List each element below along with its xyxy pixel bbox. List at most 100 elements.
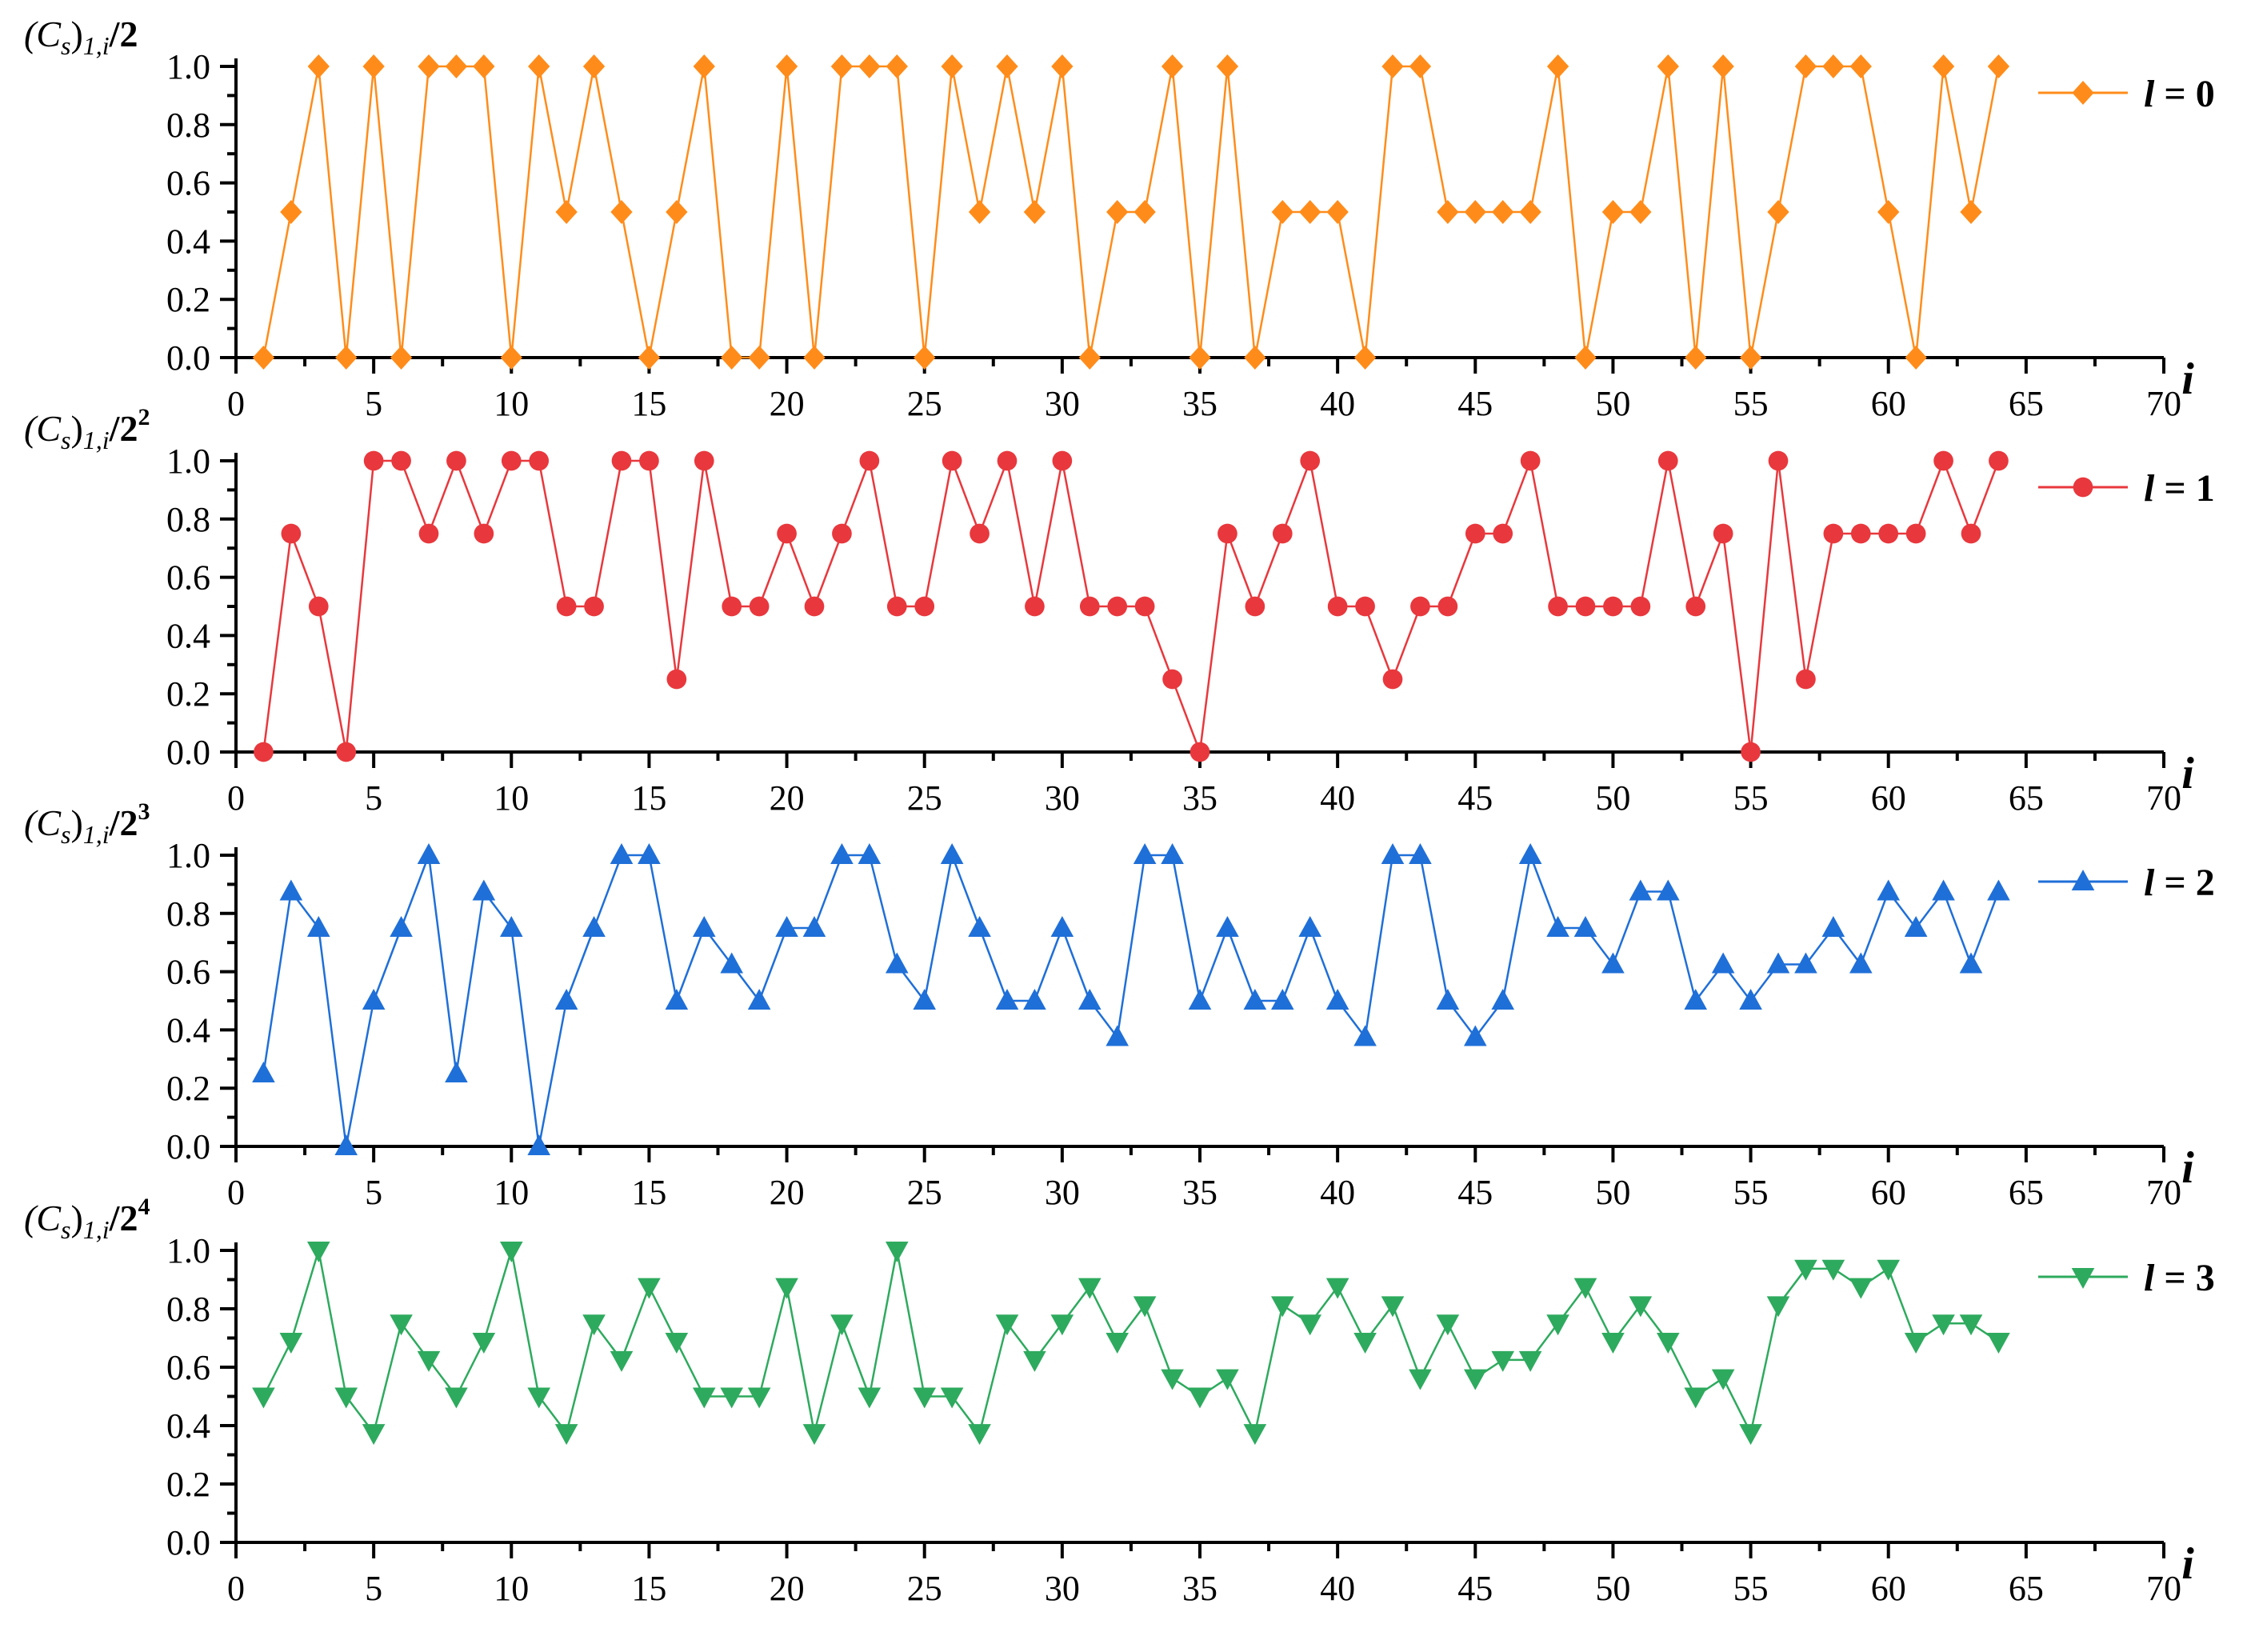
data-point [499, 1241, 523, 1262]
data-point [1436, 989, 1460, 1010]
panel-1: 0.0 0.2 0.4 0.6 0.8 1.0 0 5 10 15 20 25 30 35 40 45 50 55… [24, 14, 2215, 423]
x-tick-label: 45 [1457, 778, 1493, 818]
data-point [281, 523, 302, 544]
x-tick-label: 65 [2009, 384, 2044, 423]
x-tick-label: 0 [227, 1173, 245, 1212]
data-point [611, 450, 632, 471]
data-point [1959, 1314, 1983, 1336]
data-point [1794, 1259, 1817, 1281]
x-tick-label: 10 [494, 778, 529, 818]
data-point [804, 596, 825, 617]
data-point [1052, 450, 1073, 471]
x-tick-label: 20 [770, 384, 805, 423]
x-tick-label: 20 [770, 1569, 805, 1608]
data-point [1133, 200, 1156, 224]
x-tick-label: 10 [494, 1173, 529, 1212]
y-axis-title: (Cs)1,i/2 [24, 14, 138, 60]
data-point [1739, 989, 1762, 1010]
data-point [995, 989, 1019, 1010]
y-tick-label: 0.8 [166, 500, 210, 539]
legend-label: l = 2 [2144, 862, 2215, 904]
y-tick-label: 0.6 [166, 164, 210, 203]
data-point [1601, 200, 1625, 224]
data-point [1712, 54, 1734, 78]
data-point [1656, 1333, 1680, 1354]
data-point [362, 1424, 386, 1446]
data-point [775, 54, 798, 78]
y-tick-label: 0.0 [166, 338, 210, 378]
y-axis-title: (Cs)1,i/24 [24, 1194, 150, 1244]
data-point [886, 54, 908, 78]
data-point [830, 843, 854, 865]
data-point [335, 346, 358, 370]
data-point [721, 346, 743, 370]
data-point [665, 1333, 689, 1354]
data-point [803, 346, 826, 370]
data-point [306, 916, 330, 938]
data-point [968, 200, 991, 224]
y-tick-label: 0.2 [166, 674, 210, 714]
data-point [720, 1387, 744, 1409]
x-tick-label: 55 [1733, 1569, 1769, 1608]
data-point [1050, 916, 1074, 938]
panel-2: 0.0 0.2 0.4 0.6 0.8 1.0 0 5 10 15 20 25 30 35 40 45 50 55… [24, 404, 2215, 818]
y-tick-label: 0.0 [166, 733, 210, 772]
data-point [1849, 54, 1872, 78]
data-point [445, 1387, 468, 1409]
data-point [1573, 916, 1597, 938]
data-point [1987, 1333, 2010, 1354]
data-point [1849, 1278, 1873, 1299]
data-point [1657, 450, 1678, 471]
data-point [1023, 1350, 1046, 1372]
data-point [1134, 596, 1155, 617]
y-tick-label: 0.6 [166, 558, 210, 598]
data-point [1601, 1333, 1625, 1354]
data-point [1161, 54, 1184, 78]
data-point [254, 742, 274, 762]
y-tick-label: 0.2 [166, 1069, 210, 1108]
data-point [1518, 1350, 1542, 1372]
data-point [556, 596, 577, 617]
y-tick-label: 0.0 [166, 1127, 210, 1166]
data-point [1133, 1296, 1157, 1318]
data-point [1106, 1025, 1130, 1046]
data-point [334, 1134, 358, 1156]
x-tick-label: 70 [2146, 778, 2181, 818]
data-point [582, 54, 606, 78]
data-point [940, 843, 964, 865]
data-point [1987, 879, 2010, 901]
data-point [1436, 1314, 1460, 1336]
y-tick-label: 0.4 [166, 1010, 210, 1050]
data-point [499, 916, 523, 938]
data-point [1904, 916, 1928, 938]
data-point [1300, 450, 1321, 471]
legend-label: l = 3 [2144, 1257, 2215, 1299]
data-point [1629, 879, 1653, 901]
x-tick-label: 15 [631, 1173, 666, 1212]
data-point [1216, 916, 1239, 938]
x-tick-label: 30 [1045, 384, 1080, 423]
data-point [1960, 200, 1982, 224]
data-point [1188, 989, 1212, 1010]
data-point [1546, 1314, 1569, 1336]
data-point [418, 523, 439, 544]
x-tick-label: 50 [1595, 384, 1630, 423]
data-point [693, 54, 715, 78]
data-point [1298, 1314, 1322, 1336]
x-tick-label: 35 [1182, 778, 1217, 818]
data-point [1932, 54, 1955, 78]
y-tick-label: 0.4 [166, 1406, 210, 1446]
data-point [997, 450, 1018, 471]
y-axis-title: (Cs)1,i/23 [24, 798, 150, 849]
y-axis-title: (Cs)1,i/22 [24, 404, 150, 454]
data-point [280, 200, 302, 224]
data-point [941, 54, 963, 78]
data-point [390, 1314, 413, 1336]
data-point [1217, 523, 1237, 544]
x-tick-label: 40 [1320, 1173, 1355, 1212]
data-point [555, 200, 578, 224]
data-point [1382, 669, 1403, 690]
data-point [665, 989, 689, 1010]
data-point [1493, 523, 1513, 544]
data-point [832, 523, 852, 544]
